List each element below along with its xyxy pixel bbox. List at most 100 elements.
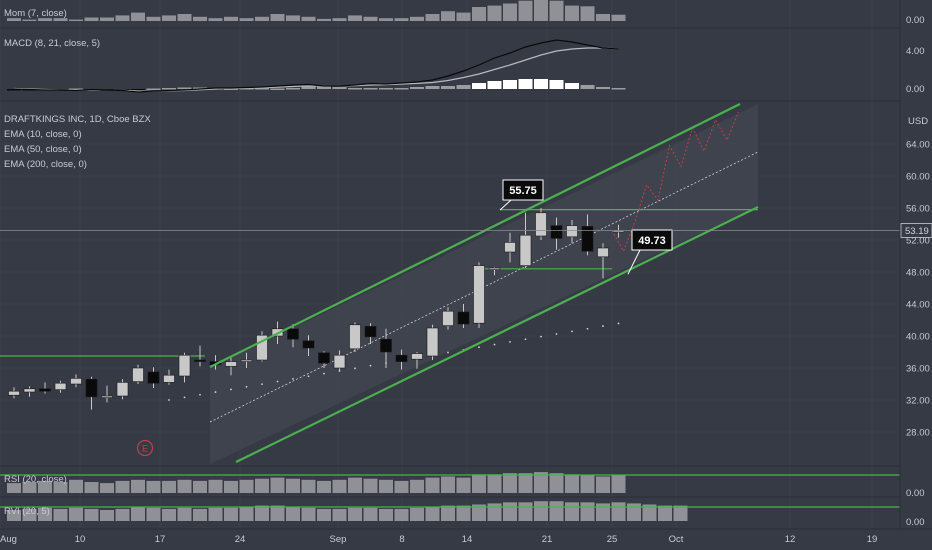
macd-histogram-bar <box>487 81 502 89</box>
candle-body <box>178 354 191 377</box>
price-tick-label: 32.00 <box>906 396 930 407</box>
callout-label: 49.73 <box>638 235 666 247</box>
price-tick-label: 64.00 <box>906 140 930 151</box>
momentum-bar <box>53 18 68 21</box>
momentum-bar <box>611 14 626 21</box>
rvi-bar <box>69 507 83 521</box>
candle-body <box>39 388 51 392</box>
rsi-bar <box>580 475 595 493</box>
momentum-label: Mom (7, close) <box>4 8 67 19</box>
macd-pane[interactable] <box>7 39 626 93</box>
macd-histogram-bar <box>456 85 471 89</box>
momentum-bar <box>565 5 579 21</box>
rsi-bar <box>394 480 409 493</box>
candle-body <box>23 388 36 393</box>
momentum-bar <box>301 16 316 21</box>
candle-body <box>488 267 501 270</box>
candle-body <box>349 324 361 350</box>
momentum-bar <box>425 14 440 21</box>
price-tick-label: 52.00 <box>906 236 930 247</box>
momentum-bar <box>208 18 223 21</box>
rvi-bar <box>565 502 579 521</box>
rsi-pane[interactable] <box>0 472 900 493</box>
momentum-bar <box>332 18 347 21</box>
macd-histogram-bar <box>332 87 347 89</box>
momentum-bar <box>394 18 409 21</box>
rvi-bar <box>658 505 672 521</box>
candle-body <box>442 310 454 326</box>
rsi-bar <box>611 475 626 493</box>
rvi-pane[interactable] <box>0 501 900 521</box>
macd-histogram-bar <box>611 88 626 90</box>
rvi-bar <box>286 506 300 521</box>
rsi-bar <box>239 479 254 493</box>
time-axis[interactable]: Aug 10 17 24 Sep 8 14 21 25 Oct 12 19 <box>0 534 877 545</box>
price-axis[interactable]: 28.00 32.00 36.00 40.00 44.00 48.00 52.00 56.00… <box>906 140 930 439</box>
candle-body <box>116 382 129 397</box>
event-marker[interactable]: E <box>136 439 154 457</box>
momentum-bar <box>487 5 502 21</box>
candle-body <box>287 328 299 340</box>
candle-body <box>550 225 563 239</box>
candle-body <box>519 234 532 266</box>
momentum-bar <box>100 17 114 21</box>
candle-body <box>240 359 253 362</box>
macd-histogram-bar <box>534 79 548 89</box>
ema-dot <box>555 333 558 335</box>
rsi-label: RSI (20, close) <box>4 474 67 485</box>
rsi-bar <box>472 474 486 493</box>
time-tick-label: 12 <box>785 534 796 545</box>
ema-dot <box>447 351 449 354</box>
momentum-bar <box>224 16 238 21</box>
rsi-bar <box>177 479 192 493</box>
candle-body <box>147 371 160 384</box>
rvi-bar <box>642 504 657 521</box>
rsi-bar <box>162 480 176 493</box>
macd-line <box>13 39 619 93</box>
candle-body <box>457 311 470 325</box>
rsi-bar <box>7 483 21 493</box>
macd-histogram-bar <box>363 88 378 90</box>
price-tick-label: 44.00 <box>906 300 930 311</box>
rvi-bar <box>379 508 393 521</box>
rvi-bar <box>472 504 486 521</box>
rsi-bar <box>456 477 471 493</box>
candle-body <box>395 354 408 362</box>
time-tick-label: Sep <box>330 534 347 545</box>
candle-body <box>380 338 392 353</box>
currency-label: USD <box>908 116 928 127</box>
candle-body <box>8 390 20 396</box>
rsi-bar <box>193 480 207 493</box>
rvi-bar <box>518 502 533 521</box>
macd-axis-4: 4.00 <box>906 46 925 57</box>
candle-body <box>333 354 346 369</box>
candle-body <box>194 359 206 362</box>
rvi-bar <box>580 502 595 521</box>
rvi-bar <box>208 507 223 521</box>
rsi-bar <box>22 482 37 493</box>
candle-body <box>132 367 144 382</box>
momentum-pane[interactable] <box>7 0 626 22</box>
rsi-bar <box>410 479 424 493</box>
candle-body <box>411 353 423 360</box>
momentum-bar <box>84 17 99 21</box>
price-tick-label: 28.00 <box>906 428 930 439</box>
rsi-bar <box>100 483 114 493</box>
candle-body <box>364 326 377 338</box>
time-tick-label: 17 <box>155 534 166 545</box>
rvi-bar <box>84 508 99 521</box>
candle-body <box>225 361 237 367</box>
time-tick-label: 10 <box>75 534 86 545</box>
momentum-bar <box>379 18 393 21</box>
momentum-bar <box>472 7 486 21</box>
macd-histogram-bar <box>146 88 161 90</box>
candle-body <box>473 265 485 324</box>
rsi-bar <box>115 480 130 493</box>
candle-body <box>504 242 516 253</box>
candle-body <box>302 340 315 349</box>
momentum-bar <box>7 18 21 21</box>
rvi-bar <box>317 508 331 521</box>
rsi-bar <box>53 482 68 493</box>
price-callouts[interactable]: 55.75 49.73 <box>499 179 673 275</box>
